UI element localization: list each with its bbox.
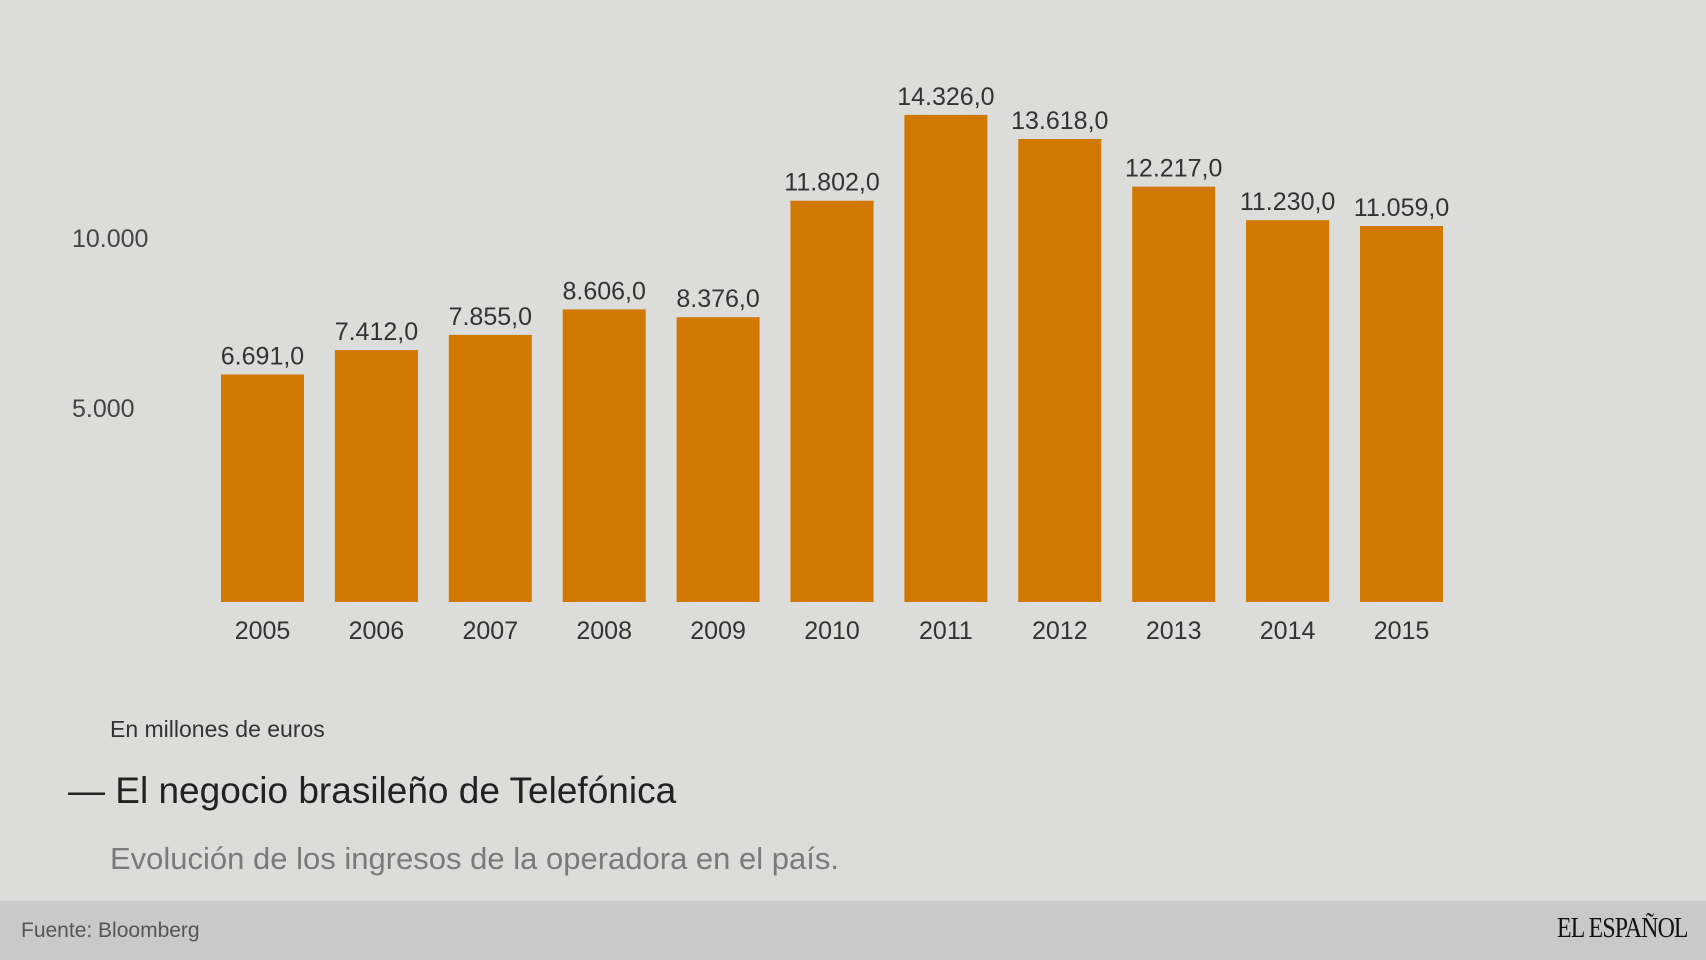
value-label: 13.618,0 xyxy=(1011,107,1108,135)
footer: Fuente: Bloomberg EL ESPAÑOL xyxy=(0,901,1706,960)
bar xyxy=(562,309,646,602)
x-tick-label: 2009 xyxy=(690,617,746,645)
x-tick-label: 2013 xyxy=(1146,617,1202,645)
chart-title: — El negocio brasileño de Telefónica xyxy=(68,770,677,811)
y-tick-label: 10.000 xyxy=(72,225,148,253)
value-label: 11.230,0 xyxy=(1240,188,1335,216)
bar xyxy=(1018,138,1102,602)
value-label: 7.412,0 xyxy=(335,318,418,346)
bar-chart: 5.000 10.000 6.691,0 2005 7.412,0 2006 7.855,0… xyxy=(72,83,1449,645)
bar xyxy=(221,374,304,602)
value-label: 8.606,0 xyxy=(562,277,645,305)
x-tick-label: 2005 xyxy=(235,617,291,645)
bar xyxy=(790,200,874,602)
x-tick-label: 2014 xyxy=(1260,617,1316,645)
value-label: 12.217,0 xyxy=(1125,155,1222,183)
chart-subtitle: Evolución de los ingresos de la operador… xyxy=(110,841,839,876)
x-tick-label: 2006 xyxy=(349,617,405,645)
x-tick-label: 2007 xyxy=(462,617,518,645)
bar xyxy=(676,317,760,602)
x-tick-label: 2015 xyxy=(1374,617,1430,645)
bar xyxy=(448,334,532,602)
bar xyxy=(1246,220,1330,602)
chart-title-text: El negocio brasileño de Telefónica xyxy=(115,770,677,811)
el-espanol-logo: EL ESPAÑOL xyxy=(1557,913,1688,944)
bar xyxy=(334,349,418,602)
value-label: 6.691,0 xyxy=(221,343,304,371)
bar xyxy=(904,114,988,602)
bar xyxy=(1132,186,1216,602)
value-label: 11.802,0 xyxy=(784,169,879,197)
value-label: 14.326,0 xyxy=(897,83,994,111)
x-tick-label: 2008 xyxy=(576,617,632,645)
bar xyxy=(1360,225,1443,602)
value-label: 11.059,0 xyxy=(1354,194,1449,222)
x-tick-label: 2012 xyxy=(1032,617,1088,645)
x-tick-label: 2011 xyxy=(919,617,973,645)
source-text: Fuente: Bloomberg xyxy=(21,919,200,942)
x-tick-label: 2010 xyxy=(804,617,860,645)
value-label: 8.376,0 xyxy=(676,285,759,313)
unit-note: En millones de euros xyxy=(110,716,325,742)
y-tick-label: 5.000 xyxy=(72,395,135,423)
value-label: 7.855,0 xyxy=(449,303,532,331)
